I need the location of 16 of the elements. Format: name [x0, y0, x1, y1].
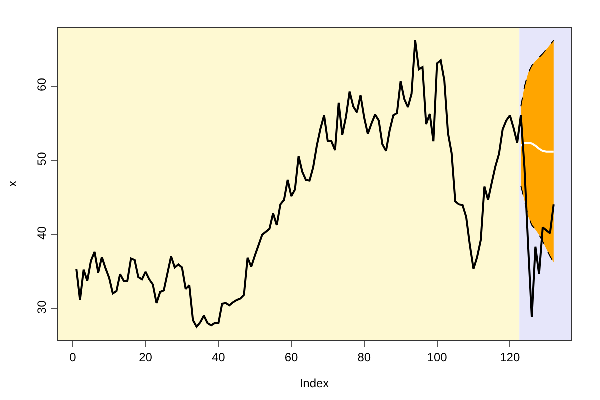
y-tick-label: 60 — [35, 78, 50, 92]
y-tick-label: 50 — [35, 152, 50, 166]
x-tick-label: 100 — [427, 350, 448, 364]
x-tick-label: 120 — [500, 350, 520, 364]
x-tick-label: 40 — [212, 350, 226, 364]
y-tick-label: 40 — [35, 226, 50, 240]
y-tick-label: 30 — [35, 300, 50, 314]
x-axis-title: Index — [300, 376, 330, 390]
x-tick-label: 80 — [358, 350, 372, 364]
x-tick-label: 60 — [284, 350, 299, 364]
line-series — [76, 40, 555, 328]
x-tick-label: 20 — [139, 350, 153, 364]
y-axis-title: x — [6, 181, 20, 187]
x-tick-label: 0 — [70, 350, 77, 364]
line-series — [520, 40, 554, 108]
line-series — [520, 142, 555, 153]
